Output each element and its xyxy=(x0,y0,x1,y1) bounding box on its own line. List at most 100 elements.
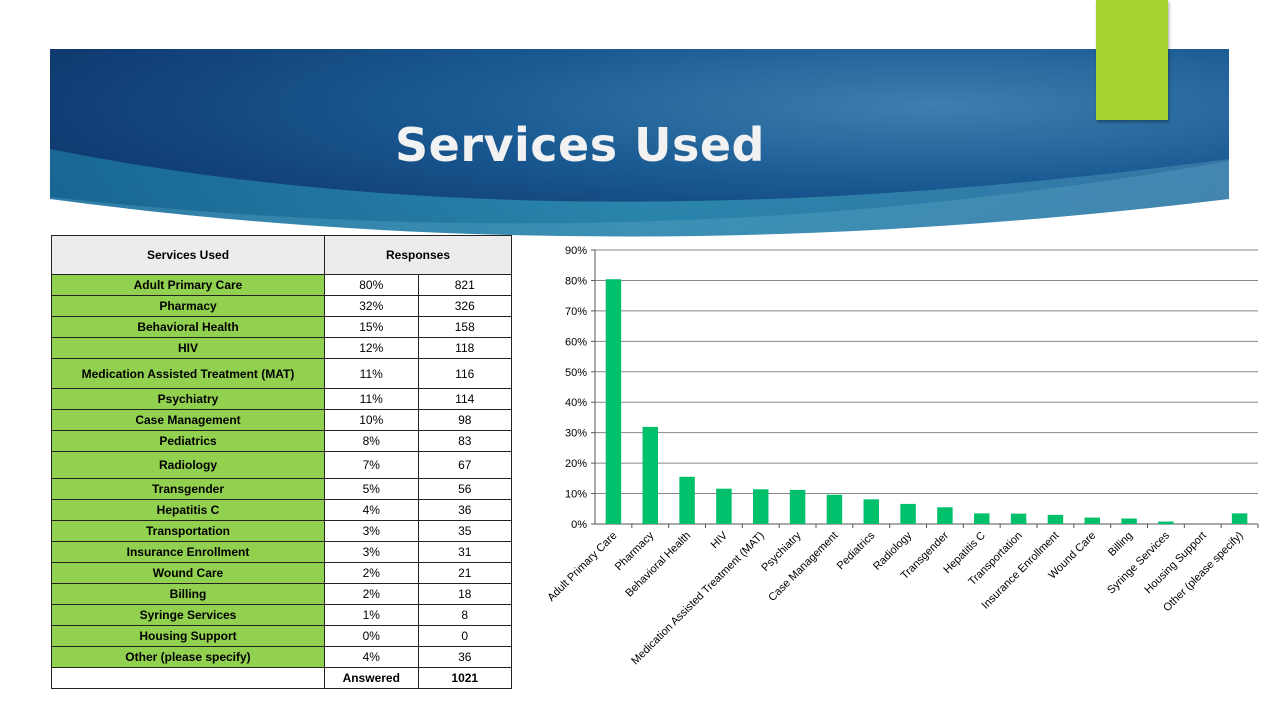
count-cell: 326 xyxy=(417,295,512,317)
bar xyxy=(789,489,806,524)
y-tick-label: 70% xyxy=(565,306,587,318)
answered-label: Answered xyxy=(324,667,419,689)
bar xyxy=(1010,513,1027,524)
bar xyxy=(679,476,695,524)
service-cell: Transportation xyxy=(51,520,325,542)
service-cell: Adult Primary Care xyxy=(51,274,325,296)
percent-cell: 12% xyxy=(324,337,419,359)
percent-cell: 2% xyxy=(324,583,419,605)
answered-value: 1021 xyxy=(417,667,512,689)
count-cell: 118 xyxy=(417,337,512,359)
count-cell: 8 xyxy=(417,604,512,626)
percent-cell: 32% xyxy=(324,295,419,317)
table-row: HIV 12% 118 xyxy=(51,337,512,359)
percent-cell: 5% xyxy=(324,478,419,500)
percent-cell: 10% xyxy=(324,409,419,431)
bar xyxy=(974,513,990,524)
table-row: Transgender 5% 56 xyxy=(51,478,512,500)
header-responses: Responses xyxy=(324,235,512,275)
service-cell: Other (please specify) xyxy=(51,646,325,668)
percent-cell: 3% xyxy=(324,520,419,542)
count-cell: 116 xyxy=(417,358,512,389)
table-row: Psychiatry 11% 114 xyxy=(51,388,512,410)
table-row: Hepatitis C 4% 36 xyxy=(51,499,512,521)
count-cell: 83 xyxy=(417,430,512,452)
y-tick-label: 20% xyxy=(565,458,587,470)
count-cell: 35 xyxy=(417,520,512,542)
count-cell: 18 xyxy=(417,583,512,605)
service-cell: Housing Support xyxy=(51,625,325,647)
x-tick-label: Medication Assisted Treatment (MAT) xyxy=(629,530,767,668)
x-tick-label: Behavioral Health xyxy=(623,530,693,600)
x-tick-label: Adult Primary Care xyxy=(545,530,619,604)
percent-cell: 7% xyxy=(324,451,419,479)
service-cell: Wound Care xyxy=(51,562,325,584)
y-tick-label: 40% xyxy=(565,397,587,409)
service-cell: Syringe Services xyxy=(51,604,325,626)
count-cell: 114 xyxy=(417,388,512,410)
bar xyxy=(1121,518,1137,524)
percent-cell: 11% xyxy=(324,358,419,389)
service-cell: Medication Assisted Treatment (MAT) xyxy=(51,358,325,389)
count-cell: 56 xyxy=(417,478,512,500)
service-cell: Behavioral Health xyxy=(51,316,325,338)
table-row: Insurance Enrollment 3% 31 xyxy=(51,541,512,563)
y-tick-label: 0% xyxy=(571,519,587,531)
y-tick-label: 50% xyxy=(565,367,587,379)
y-tick-label: 80% xyxy=(565,275,587,287)
table-row: Pediatrics 8% 83 xyxy=(51,430,512,452)
bar xyxy=(1158,521,1174,524)
count-cell: 36 xyxy=(417,499,512,521)
bar xyxy=(642,426,658,524)
x-tick-label: Billing xyxy=(1106,530,1135,559)
table-row: Behavioral Health 15% 158 xyxy=(51,316,512,338)
percent-cell: 4% xyxy=(324,499,419,521)
service-cell: Case Management xyxy=(51,409,325,431)
service-cell: HIV xyxy=(51,337,325,359)
bar xyxy=(863,499,879,524)
percent-cell: 2% xyxy=(324,562,419,584)
x-tick-label: HIV xyxy=(709,529,731,551)
table-row: Transportation 3% 35 xyxy=(51,520,512,542)
title-banner xyxy=(50,49,1229,239)
services-bar-chart: 0% 10% 20% 30% 40% 50% 60% 70% 80% 90% Adult Prima… xyxy=(520,232,1260,707)
percent-cell: 0% xyxy=(324,625,419,647)
table-row: Other (please specify) 4% 36 xyxy=(51,646,512,668)
count-cell: 821 xyxy=(417,274,512,296)
answered-blank-cell xyxy=(51,667,325,689)
table-row: Case Management 10% 98 xyxy=(51,409,512,431)
percent-cell: 80% xyxy=(324,274,419,296)
percent-cell: 4% xyxy=(324,646,419,668)
y-tick-label: 10% xyxy=(565,489,587,501)
percent-cell: 11% xyxy=(324,388,419,410)
count-cell: 21 xyxy=(417,562,512,584)
header-services-used: Services Used xyxy=(51,235,325,275)
bar xyxy=(937,507,953,524)
bar xyxy=(605,279,622,524)
count-cell: 67 xyxy=(417,451,512,479)
banner-background xyxy=(50,49,1229,239)
y-tick-label: 60% xyxy=(565,336,587,348)
service-cell: Pharmacy xyxy=(51,295,325,317)
count-cell: 158 xyxy=(417,316,512,338)
chart-svg: 0% 10% 20% 30% 40% 50% 60% 70% 80% 90% Adult Prima… xyxy=(545,245,1259,668)
percent-cell: 1% xyxy=(324,604,419,626)
service-cell: Psychiatry xyxy=(51,388,325,410)
table-row: Medication Assisted Treatment (MAT) 11% 11… xyxy=(51,358,512,389)
table-row: Adult Primary Care 80% 821 xyxy=(51,274,512,296)
service-cell: Hepatitis C xyxy=(51,499,325,521)
percent-cell: 3% xyxy=(324,541,419,563)
count-cell: 0 xyxy=(417,625,512,647)
table-row: Syringe Services 1% 8 xyxy=(51,604,512,626)
service-cell: Radiology xyxy=(51,451,325,479)
service-cell: Transgender xyxy=(51,478,325,500)
service-cell: Billing xyxy=(51,583,325,605)
x-tick-label: Pediatrics xyxy=(835,529,878,572)
bar xyxy=(716,488,732,524)
percent-cell: 8% xyxy=(324,430,419,452)
count-cell: 36 xyxy=(417,646,512,668)
table-row: Pharmacy 32% 326 xyxy=(51,295,512,317)
answered-row: Answered 1021 xyxy=(51,667,512,689)
bar xyxy=(1231,513,1248,524)
count-cell: 98 xyxy=(417,409,512,431)
